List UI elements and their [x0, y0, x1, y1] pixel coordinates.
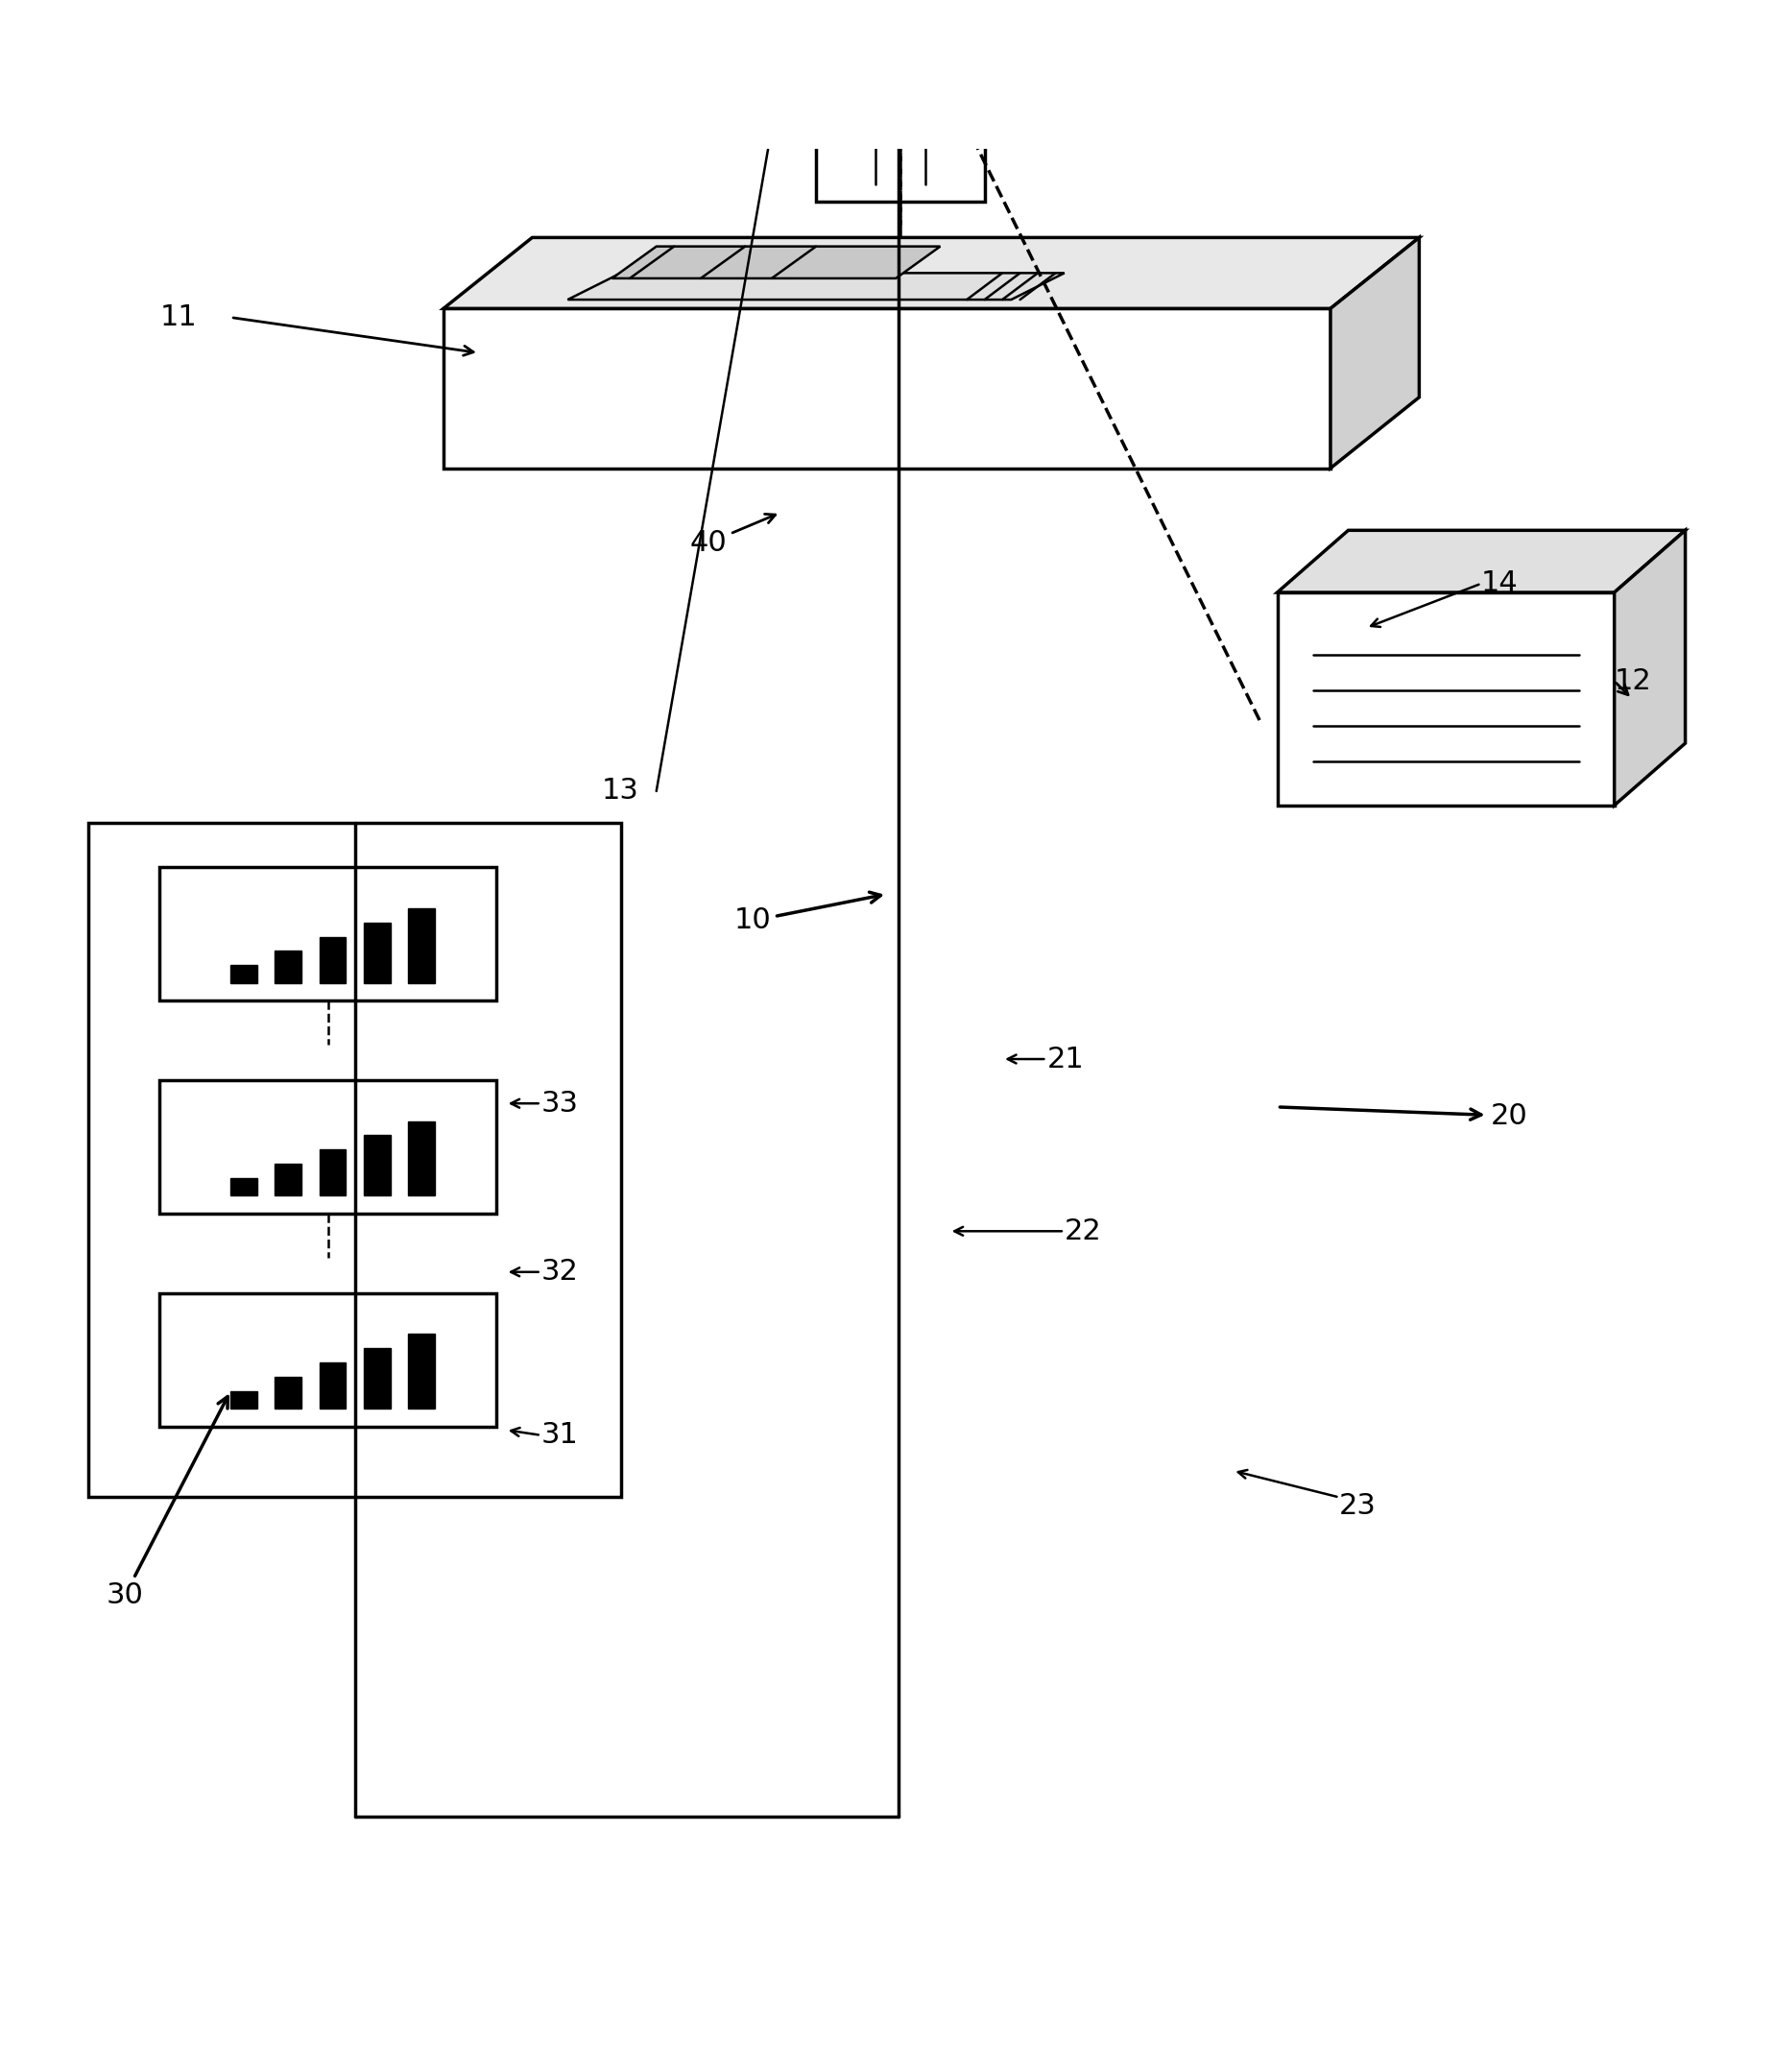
Bar	[231, 1390, 257, 1409]
Bar	[408, 908, 435, 982]
Text: 22: 22	[1064, 1216, 1102, 1245]
Bar	[160, 868, 497, 1001]
Text: 21: 21	[1047, 1044, 1084, 1073]
Bar	[319, 937, 346, 982]
Bar	[160, 1293, 497, 1426]
Text: 14: 14	[1481, 570, 1519, 597]
Text: 40: 40	[690, 514, 775, 557]
Polygon shape	[1614, 530, 1685, 806]
Polygon shape	[1330, 238, 1419, 468]
Bar	[231, 1179, 257, 1196]
Bar	[319, 1363, 346, 1409]
Bar	[408, 1121, 435, 1196]
Bar	[275, 1164, 302, 1196]
Bar	[777, 91, 1025, 114]
Text: 12: 12	[1614, 667, 1652, 694]
Bar	[364, 1349, 390, 1409]
Text: 23: 23	[1339, 1492, 1377, 1521]
Text: 31: 31	[541, 1421, 578, 1448]
Text: 30: 30	[106, 1397, 227, 1608]
Text: 13: 13	[601, 777, 639, 806]
Bar	[89, 823, 621, 1498]
Bar	[275, 1376, 302, 1409]
Bar	[275, 951, 302, 982]
Bar	[408, 1334, 435, 1409]
Bar	[816, 60, 985, 203]
Polygon shape	[612, 247, 940, 278]
Text: 11: 11	[160, 303, 197, 332]
Text: 10: 10	[734, 893, 880, 934]
Bar	[319, 1150, 346, 1196]
Bar	[364, 922, 390, 982]
Bar	[1277, 593, 1614, 806]
Bar	[444, 309, 1330, 468]
Polygon shape	[1277, 530, 1685, 593]
Bar	[784, 0, 1015, 60]
Text: 32: 32	[541, 1258, 578, 1287]
Polygon shape	[444, 238, 1419, 309]
Bar	[364, 1135, 390, 1196]
Bar	[160, 1080, 497, 1214]
Text: 33: 33	[541, 1090, 578, 1117]
Text: 20: 20	[1281, 1102, 1527, 1129]
Polygon shape	[568, 274, 1064, 300]
Bar	[231, 966, 257, 982]
